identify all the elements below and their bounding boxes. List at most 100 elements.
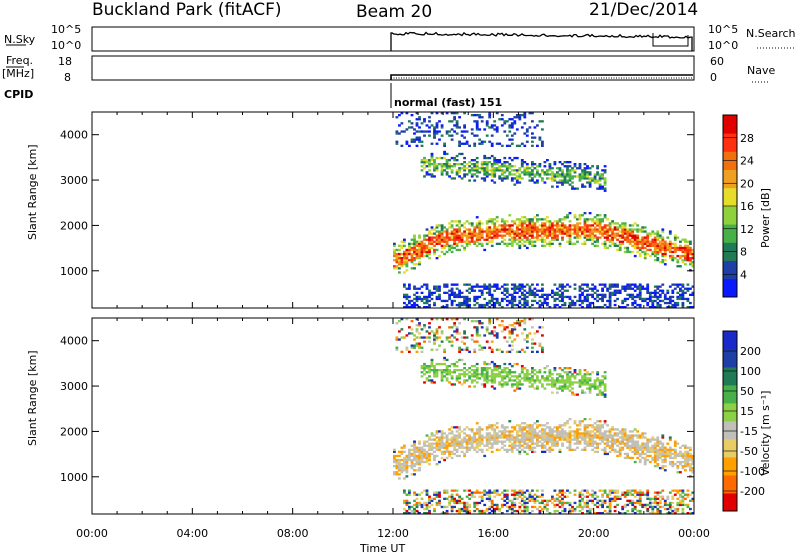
power-cell <box>430 163 434 166</box>
velocity-cell <box>435 373 439 376</box>
velocity-cell <box>536 420 539 423</box>
power-cell <box>490 124 494 127</box>
velocity-cell <box>513 326 517 329</box>
velocity-cell <box>611 436 614 439</box>
velocity-cell <box>485 362 489 366</box>
velocity-cell <box>508 362 512 366</box>
power-cell <box>546 234 549 237</box>
power-cell <box>551 167 554 170</box>
velocity-cell <box>561 493 564 496</box>
velocity-cell <box>611 444 614 447</box>
power-cell <box>473 230 477 233</box>
power-cell <box>556 297 559 301</box>
velocity-cell <box>679 460 682 464</box>
power-cell <box>415 130 419 133</box>
power-cell <box>475 226 479 229</box>
power-cell <box>520 171 524 174</box>
velocity-cell <box>490 499 494 502</box>
power-cell <box>450 177 454 180</box>
velocity-cell <box>671 452 675 456</box>
velocity-cell <box>488 346 492 349</box>
velocity-cell <box>618 450 622 453</box>
velocity-cell <box>636 436 640 439</box>
power-cell <box>601 293 604 296</box>
velocity-cell <box>661 444 665 447</box>
power-cell <box>510 118 514 121</box>
power-cell <box>528 234 532 237</box>
power-cell <box>435 297 439 301</box>
power-cell <box>548 234 552 237</box>
velocity-cell <box>513 375 517 378</box>
velocity-cell <box>613 440 617 443</box>
velocity-cell <box>613 499 617 502</box>
power-cell <box>450 112 454 115</box>
power-cell <box>405 269 409 272</box>
velocity-cell <box>538 436 542 439</box>
power-cell <box>508 163 512 166</box>
power-cell <box>608 230 612 233</box>
power-cell <box>558 289 562 292</box>
power-cell <box>593 240 597 243</box>
power-cell <box>653 259 657 262</box>
power-cell <box>430 246 434 250</box>
power-cell <box>573 214 577 217</box>
velocity-cell <box>450 456 454 460</box>
power-cell <box>648 299 652 303</box>
velocity-cell <box>525 373 529 376</box>
power-cell <box>495 130 499 133</box>
velocity-cell <box>566 387 569 390</box>
velocity-cell <box>541 377 544 380</box>
velocity-cell <box>420 375 424 378</box>
power-cell <box>691 285 695 288</box>
velocity-cell <box>638 448 642 451</box>
power-cell <box>571 187 574 190</box>
velocity-cell <box>558 367 562 370</box>
velocity-cell <box>548 375 552 378</box>
velocity-cell <box>413 452 416 456</box>
power-cell <box>453 283 456 286</box>
velocity-cell <box>618 497 622 500</box>
velocity-cell <box>591 436 594 439</box>
velocity-cell <box>420 346 424 349</box>
power-cell <box>505 224 509 227</box>
velocity-cell <box>493 334 497 337</box>
power-cell <box>445 161 449 164</box>
velocity-cell <box>458 377 461 380</box>
velocity-cell <box>616 497 619 500</box>
velocity-cell <box>546 436 549 439</box>
velocity-cell <box>656 448 660 451</box>
velocity-cell <box>681 452 685 456</box>
velocity-cell <box>473 320 477 323</box>
velocity-cell <box>671 505 675 509</box>
velocity-cell <box>618 446 622 449</box>
velocity-cell <box>646 489 650 492</box>
velocity-cell <box>470 493 474 496</box>
velocity-cell <box>548 448 552 451</box>
power-cell <box>593 234 597 237</box>
power-cell <box>598 232 602 235</box>
power-cell <box>621 240 625 243</box>
power-cell <box>420 254 424 258</box>
velocity-cell <box>606 512 609 515</box>
power-cell <box>568 240 572 243</box>
power-cell <box>561 230 564 233</box>
velocity-cell <box>679 493 682 496</box>
velocity-cell <box>500 330 504 333</box>
power-cell <box>518 118 522 121</box>
velocity-cell <box>408 501 411 505</box>
power-cell <box>563 228 567 231</box>
power-cell <box>596 299 599 303</box>
power-cell <box>568 183 572 186</box>
velocity-cell <box>541 350 544 353</box>
power-cell <box>596 173 599 176</box>
velocity-cell <box>531 424 534 427</box>
velocity-cell <box>465 438 469 441</box>
power-cell <box>533 163 537 166</box>
power-cell <box>498 159 502 162</box>
velocity-cell <box>581 493 584 496</box>
velocity-cell <box>568 381 572 384</box>
velocity-cell <box>465 426 469 429</box>
power-cell <box>510 138 514 141</box>
velocity-cell <box>588 418 592 421</box>
velocity-cell <box>493 436 497 439</box>
